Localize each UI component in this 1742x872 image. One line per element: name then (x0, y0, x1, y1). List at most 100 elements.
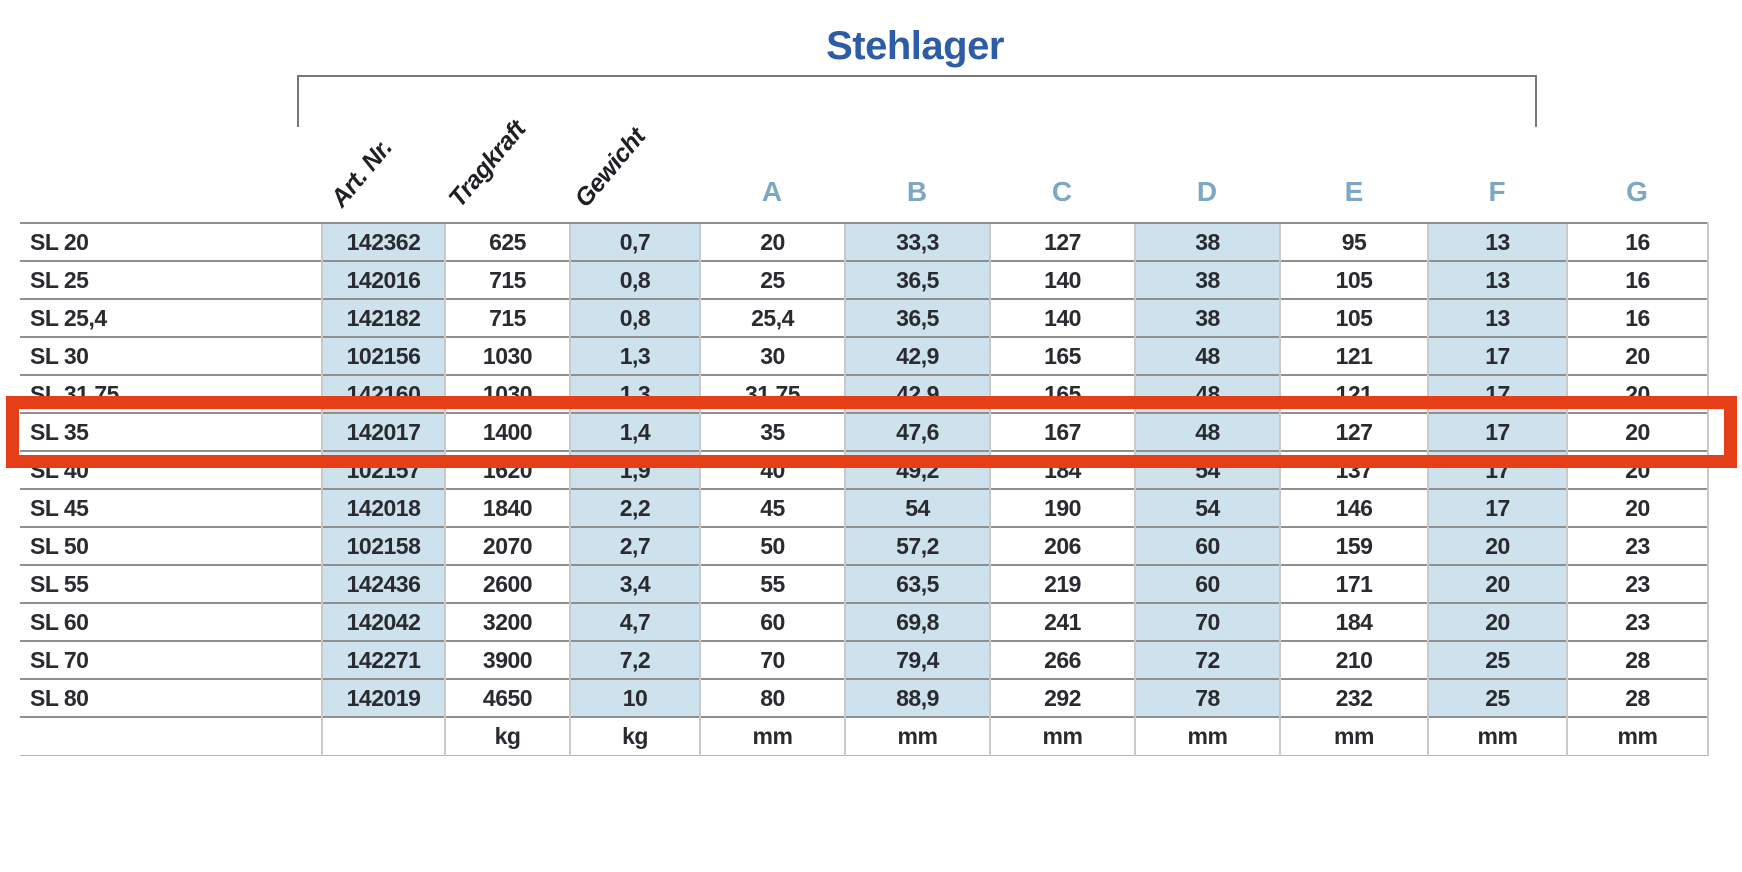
table-cell: 232 (1279, 678, 1428, 717)
table-row: SL 25,4 142182 715 0,8 25,4 36,5 140 38 … (20, 298, 1709, 337)
row-label: SL 45 (20, 488, 322, 527)
table-cell: 16 (1566, 260, 1709, 299)
table-cell: 48 (1134, 412, 1280, 451)
table-cell: 20 (1566, 488, 1709, 527)
table-cell: 54 (844, 488, 990, 527)
table-cell: 206 (989, 526, 1135, 565)
table-cell: 60 (699, 602, 845, 641)
table-cell: 102156 (321, 336, 445, 375)
table-row: SL 45 142018 1840 2,2 45 54 190 54 146 1… (20, 488, 1709, 527)
table-cell: 171 (1279, 564, 1428, 603)
table-cell: 3200 (444, 602, 570, 641)
column-header-gewicht: Gewicht (569, 122, 652, 213)
table-cell: 16 (1566, 298, 1709, 337)
table-cell: 28 (1566, 678, 1709, 717)
table-cell: 20 (1566, 412, 1709, 451)
table-cell: 167 (989, 412, 1135, 451)
table-cell: 79,4 (844, 640, 990, 679)
table-cell: 42,9 (844, 336, 990, 375)
table-row: SL 55 142436 2600 3,4 55 63,5 219 60 171… (20, 564, 1709, 603)
table-cell: 23 (1566, 602, 1709, 641)
table-cell: 78 (1134, 678, 1280, 717)
table-cell: 17 (1427, 336, 1567, 375)
table-cell: 57,2 (844, 526, 990, 565)
table-cell: 715 (444, 260, 570, 299)
unit-cell: mm (1566, 716, 1709, 756)
table-cell: 38 (1134, 260, 1280, 299)
table-cell: 142362 (321, 222, 445, 261)
table-cell: 142436 (321, 564, 445, 603)
table-cell: 241 (989, 602, 1135, 641)
spec-table: SL 20 142362 625 0,7 20 33,3 127 38 95 1… (20, 222, 1709, 756)
table-cell: 30 (699, 336, 845, 375)
table-cell: 23 (1566, 564, 1709, 603)
unit-cell: mm (1427, 716, 1567, 756)
unit-cell: kg (569, 716, 700, 756)
table-cell: 142017 (321, 412, 445, 451)
table-cell: 142019 (321, 678, 445, 717)
table-cell: 23 (1566, 526, 1709, 565)
table-cell: 142182 (321, 298, 445, 337)
table-cell: 13 (1427, 298, 1567, 337)
table-cell: 2600 (444, 564, 570, 603)
table-cell: 1,4 (569, 412, 700, 451)
column-header-art-nr: Art. Nr. (325, 133, 398, 213)
table-cell: 70 (1134, 602, 1280, 641)
table-cell: 60 (1134, 526, 1280, 565)
table-cell: 219 (989, 564, 1135, 603)
table-cell: 36,5 (844, 260, 990, 299)
table-row: SL 25 142016 715 0,8 25 36,5 140 38 105 … (20, 260, 1709, 299)
table-cell: 1030 (444, 336, 570, 375)
table-cell: 2,7 (569, 526, 700, 565)
row-label: SL 25 (20, 260, 322, 299)
table-cell: 54 (1134, 488, 1280, 527)
header-bracket-line (297, 75, 1537, 127)
table-cell: 25 (1427, 678, 1567, 717)
table-cell: 4650 (444, 678, 570, 717)
table-cell: 50 (699, 526, 845, 565)
table-cell: 20 (1427, 602, 1567, 641)
column-header-f: F (1488, 176, 1506, 207)
table-cell: 210 (1279, 640, 1428, 679)
table-cell: 121 (1279, 336, 1428, 375)
table-row: SL 70 142271 3900 7,2 70 79,4 266 72 210… (20, 640, 1709, 679)
column-header-b: B (906, 176, 928, 207)
table-cell: 127 (1279, 412, 1428, 451)
page-title: Stehlager (826, 24, 1004, 68)
table-cell: 20 (1427, 526, 1567, 565)
table-row: SL 30 102156 1030 1,3 30 42,9 165 48 121… (20, 336, 1709, 375)
table-row: SL 80 142019 4650 10 80 88,9 292 78 232 … (20, 678, 1709, 717)
row-label: SL 20 (20, 222, 322, 261)
highlight-box (6, 396, 1737, 468)
table-cell: 105 (1279, 298, 1428, 337)
table-cell: 0,8 (569, 298, 700, 337)
units-row: kg kg mm mm mm mm mm mm mm (20, 716, 1709, 756)
column-header-tragkraft: Tragkraft (443, 115, 532, 213)
table-cell: 20 (1566, 336, 1709, 375)
table-cell: 33,3 (844, 222, 990, 261)
table-cell: 140 (989, 298, 1135, 337)
table-cell: 159 (1279, 526, 1428, 565)
table-cell: 95 (1279, 222, 1428, 261)
unit-cell: mm (989, 716, 1135, 756)
table-row: SL 20 142362 625 0,7 20 33,3 127 38 95 1… (20, 222, 1709, 261)
table-cell: 184 (1279, 602, 1428, 641)
table-cell: 625 (444, 222, 570, 261)
table-cell: 2070 (444, 526, 570, 565)
table-cell: 190 (989, 488, 1135, 527)
table-cell: 0,7 (569, 222, 700, 261)
table-cell: 3900 (444, 640, 570, 679)
table-cell: 28 (1566, 640, 1709, 679)
row-label: SL 55 (20, 564, 322, 603)
table-cell: 63,5 (844, 564, 990, 603)
table-cell: 88,9 (844, 678, 990, 717)
table-cell: 0,8 (569, 260, 700, 299)
table-cell: 17 (1427, 488, 1567, 527)
table-cell: 292 (989, 678, 1135, 717)
unit-cell (20, 716, 322, 756)
table-cell: 127 (989, 222, 1135, 261)
table-cell: 45 (699, 488, 845, 527)
unit-cell: mm (699, 716, 845, 756)
table-cell: 146 (1279, 488, 1428, 527)
